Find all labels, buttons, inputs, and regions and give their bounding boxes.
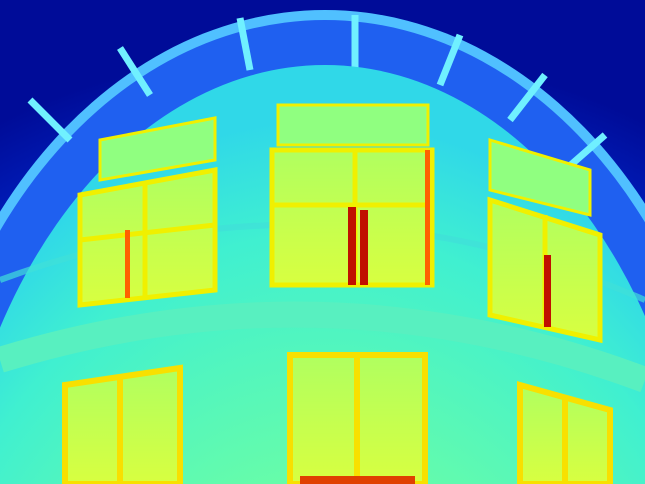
shape <box>300 476 415 484</box>
shape <box>117 46 153 97</box>
shape <box>98 116 217 182</box>
shape <box>236 17 254 71</box>
warm-edges <box>125 150 430 298</box>
shape <box>276 103 430 147</box>
shape <box>360 210 368 285</box>
shape <box>348 207 356 285</box>
hot-spots <box>300 207 551 484</box>
shape <box>507 72 548 123</box>
shape <box>79 222 216 243</box>
shape <box>27 97 73 143</box>
lower-windows <box>62 352 613 484</box>
shape <box>125 230 130 298</box>
shape <box>544 255 551 327</box>
shape <box>436 33 464 87</box>
ledge <box>0 301 645 393</box>
shape <box>425 150 430 285</box>
shape <box>488 137 592 217</box>
